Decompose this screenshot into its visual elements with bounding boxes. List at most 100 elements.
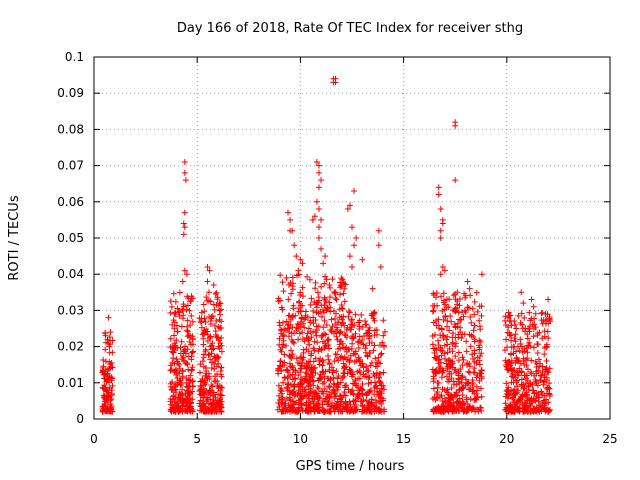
data-point <box>508 367 515 374</box>
data-point <box>204 337 211 344</box>
data-point <box>459 402 466 409</box>
data-point <box>455 372 462 379</box>
data-point <box>288 290 295 297</box>
data-point <box>516 408 523 415</box>
data-point <box>437 227 444 234</box>
data-point <box>214 391 221 398</box>
data-point <box>467 343 474 350</box>
data-point <box>338 305 345 312</box>
data-point <box>333 393 340 400</box>
data-point <box>312 285 319 292</box>
data-point <box>524 335 531 342</box>
data-point <box>289 274 296 281</box>
data-point <box>444 341 451 348</box>
data-point <box>463 348 470 355</box>
data-point <box>330 374 337 381</box>
data-point <box>322 368 329 375</box>
data-point <box>445 378 452 385</box>
data-point <box>504 395 511 402</box>
data-point <box>433 406 440 413</box>
data-point <box>298 353 305 360</box>
data-point <box>464 278 471 285</box>
data-point <box>369 285 376 292</box>
data-point <box>340 290 347 297</box>
data-point <box>524 366 531 373</box>
data-point <box>462 294 469 301</box>
data-point <box>529 321 536 328</box>
data-point <box>182 177 189 184</box>
data-point <box>437 344 444 351</box>
data-point <box>330 367 337 374</box>
data-point <box>450 330 457 337</box>
data-point <box>460 356 467 363</box>
data-point <box>518 310 525 317</box>
data-point <box>474 308 481 315</box>
data-point <box>331 405 338 412</box>
data-point <box>373 331 380 338</box>
data-point <box>470 387 477 394</box>
data-point <box>278 401 285 408</box>
data-point <box>345 313 352 320</box>
data-point <box>279 279 286 286</box>
data-point <box>315 385 322 392</box>
data-point <box>329 276 336 283</box>
axis-ticks <box>93 56 611 420</box>
data-point <box>212 408 219 415</box>
data-point <box>189 378 196 385</box>
data-point <box>198 315 205 322</box>
data-point <box>519 321 526 328</box>
data-point <box>471 322 478 329</box>
data-point <box>347 352 354 359</box>
data-point <box>464 400 471 407</box>
data-point <box>168 303 175 310</box>
data-point <box>104 376 111 383</box>
data-point <box>216 345 223 352</box>
data-point <box>311 213 318 220</box>
data-point <box>470 369 477 376</box>
data-point <box>318 245 325 252</box>
data-point <box>319 338 326 345</box>
data-point <box>318 302 325 309</box>
data-point <box>441 306 448 313</box>
data-point <box>470 333 477 340</box>
y-axis-title: ROTI / TECUs <box>7 195 22 280</box>
data-point <box>291 330 298 337</box>
data-point <box>200 394 207 401</box>
data-point <box>300 293 307 300</box>
data-point <box>517 336 524 343</box>
data-point <box>433 355 440 362</box>
data-point <box>285 312 292 319</box>
data-point <box>190 348 197 355</box>
data-point <box>315 348 322 355</box>
data-point <box>511 334 518 341</box>
data-point <box>172 344 179 351</box>
data-point <box>291 392 298 399</box>
data-point <box>377 263 384 270</box>
data-point <box>473 390 480 397</box>
data-point <box>452 177 459 184</box>
data-point <box>544 384 551 391</box>
data-point <box>335 357 342 364</box>
data-point <box>343 382 350 389</box>
y-tick-label: 0.04 <box>57 267 84 281</box>
data-point <box>469 351 476 358</box>
data-point <box>309 377 316 384</box>
data-point <box>321 373 328 380</box>
data-point <box>184 302 191 309</box>
data-point <box>350 398 357 405</box>
data-point <box>363 397 370 404</box>
data-point <box>349 371 356 378</box>
data-point <box>364 389 371 396</box>
data-point <box>447 363 454 370</box>
data-point <box>352 376 359 383</box>
data-point <box>177 382 184 389</box>
data-point <box>349 321 356 328</box>
data-point <box>473 360 480 367</box>
data-point <box>458 334 465 341</box>
data-point <box>370 347 377 354</box>
data-point <box>187 298 194 305</box>
data-point <box>450 381 457 388</box>
data-point <box>181 169 188 176</box>
data-point <box>217 325 224 332</box>
data-point <box>183 350 190 357</box>
